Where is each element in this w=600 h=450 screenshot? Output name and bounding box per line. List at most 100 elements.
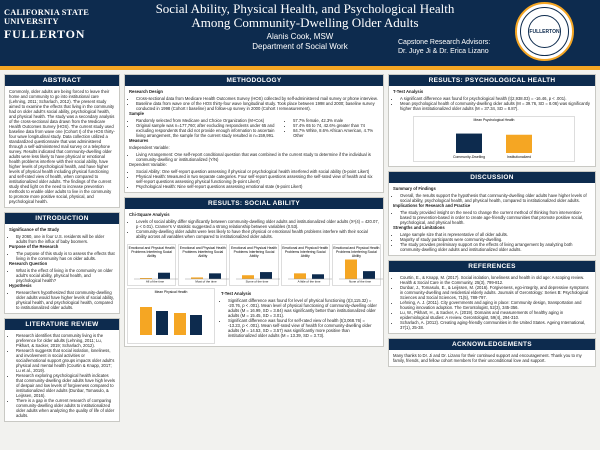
introduction-heading: INTRODUCTION <box>5 213 119 224</box>
strength-1: Large sample size that is representative… <box>400 232 591 237</box>
social-chart-1: Emotional and Physical Health Problems I… <box>127 244 178 286</box>
introduction-box: INTRODUCTION Significance of the Study B… <box>4 212 120 314</box>
references-box: REFERENCES Courtin, E., & Knapp, M. (201… <box>388 260 596 334</box>
psych-health-box: RESULTS: PSYCHOLOGICAL HEALTH T-Test Ana… <box>388 74 596 167</box>
research-question-title: Research Question <box>9 261 48 266</box>
chi-item-2: Community-dwelling older adults were les… <box>136 229 379 239</box>
social-bar-1-institutional <box>158 272 170 279</box>
abstract-text: Commonly, older adults are being forced … <box>9 89 115 204</box>
literature-review-box: LITERATURE REVIEW Research identifies th… <box>4 318 120 422</box>
social-chart-title-1: Emotional and Physical Health Problems I… <box>128 246 175 258</box>
lit-item-4: There is a gap in the current research o… <box>16 398 115 418</box>
advisors-names: Dr. Juye Ji & Dr. Erica Lizano <box>398 48 489 55</box>
psych-health-heading: RESULTS: PSYCHOLOGICAL HEALTH <box>389 75 595 86</box>
psych-health-text: T-Test Analysis A significant difference… <box>389 86 595 114</box>
reference-3: Lehning, A. J. (2011). City governments … <box>400 300 591 310</box>
social-series-label-4: A little of the time <box>297 280 320 284</box>
social-series-label-3: Some of the time <box>246 280 269 284</box>
ttest-item-2: Significant difference was found for sel… <box>228 318 377 338</box>
social-chart-title-4: Emotional and Physical Health Problems I… <box>282 246 329 258</box>
lit-item-2: Research suggests that social isolation,… <box>16 348 115 373</box>
psych-bar-community-dwelling <box>456 133 482 153</box>
methodology-box: METHODOLOGY Research Design Cross-sectio… <box>124 74 384 193</box>
physical-health-svg <box>140 307 202 335</box>
design-item-2: Baseline data from wave one of the HOS t… <box>136 101 379 111</box>
social-series-label-2: Most of the time <box>196 280 218 284</box>
psych-ttest-title: T-Test Analysis <box>393 89 424 94</box>
social-bar-1-community <box>140 278 152 279</box>
social-bar-3-institutional <box>260 272 273 279</box>
header: CALIFORNIA STATE UNIVERSITY FULLERTON So… <box>0 0 600 66</box>
iv-text: Living Arrangement: One self-report cond… <box>136 152 379 162</box>
psych-label-community-dwelling: Community-Dwelling <box>453 155 485 159</box>
psych-label-institutionalized: Institutionalized <box>507 155 531 159</box>
acknowledgements-text: Many thanks to Dr. Ji and Dr. Lizano for… <box>393 353 582 363</box>
advisors: Capstone Research Advisors: Dr. Juye Ji … <box>398 38 508 56</box>
ttest-item-1: Significant difference was found for lev… <box>228 298 377 318</box>
methodology-text: Research Design Cross-sectional data fro… <box>125 86 383 192</box>
acknowledgements-box: ACKNOWLEDGEMENTS Many thanks to Dr. Ji a… <box>388 338 596 367</box>
social-bar-3-community <box>242 275 255 279</box>
physical-health-chart: Mean Physical Health <box>127 288 215 344</box>
logo-line-1: CALIFORNIA STATE UNIVERSITY <box>4 8 90 26</box>
social-bar-2-community <box>191 277 204 279</box>
stat-age: 57.4% 65 to 74, 42.6% greater than 74 <box>293 123 379 128</box>
psych-item-1: A significant difference was found for p… <box>400 96 591 101</box>
social-chart-4: Emotional and Physical Health Problems I… <box>280 244 332 286</box>
left-column: ABSTRACT Commonly, older adults are bein… <box>4 74 120 426</box>
hypothesis-title: Hypothesis <box>9 283 32 288</box>
psych-item-2: Mean psychological health of community-d… <box>400 101 591 111</box>
title-line-1: Social Ability, Physical Health, and Psy… <box>155 1 455 16</box>
significance-text: By 2060, one in four U.S. residents will… <box>16 234 115 244</box>
references-heading: REFERENCES <box>389 261 595 272</box>
social-ability-box: RESULTS: SOCIAL ABILITY Chi-Square Analy… <box>124 197 384 347</box>
social-chart-title-2: Emotional and Physical Health Problems I… <box>179 246 226 258</box>
social-chart-title-3: Emotional and Physical Health Problems I… <box>231 246 277 258</box>
purpose-title: Purpose of the Research <box>9 244 59 249</box>
social-bar-5-institutional <box>362 271 375 279</box>
abstract-heading: ABSTRACT <box>5 75 119 86</box>
middle-column: METHODOLOGY Research Design Cross-sectio… <box>124 74 384 351</box>
chi-item-1: Levels of social ability differ signific… <box>136 219 379 229</box>
social-chart-svg-1: All of the time <box>134 272 178 283</box>
sample-item-1: Randomly selected from Medicare and Choi… <box>136 118 282 123</box>
implications-title: Implications for Research and Practice <box>393 203 471 208</box>
design-item-1: Cross-sectional data from Medicare Healt… <box>136 96 379 101</box>
seal-icon <box>520 7 569 56</box>
design-title: Research Design <box>129 89 163 94</box>
social-chart-svg-3: Some of the time <box>236 272 281 284</box>
stat-gender: 57.7% female, 42.3% male <box>293 118 379 123</box>
social-chart-3: Emotional and Physical Health Problems I… <box>229 244 281 286</box>
dv-item-3: Psychological Health: Nine self-report q… <box>136 184 379 189</box>
title-line-2: Among Community-Dwelling Older Adults <box>191 15 419 30</box>
acknowledgements-heading: ACKNOWLEDGEMENTS <box>389 339 595 350</box>
significance-title: Significance of the Study <box>9 227 60 232</box>
reference-4: Lu, W., Pikhart, H., & Sacker, A. (2019)… <box>400 310 591 320</box>
sample-item-2: Original sample was n=177,760; after exc… <box>136 123 282 138</box>
social-chart-5: Emotional and Physical Health Problems I… <box>331 244 383 286</box>
lit-item-3: Research exploring psychological health … <box>16 373 115 398</box>
psych-health-chart: Mean Psychological Health Community-Dwel… <box>413 116 575 162</box>
hypothesis-text: Researchers hypothesized that community-… <box>16 290 115 310</box>
measures-title: Measures <box>129 138 149 143</box>
social-chart-svg-4: A little of the time <box>287 273 332 284</box>
department: Department of Social Work <box>252 42 348 51</box>
social-ability-charts: Emotional and Physical Health Problems I… <box>125 242 383 288</box>
psych-chart-title: Mean Psychological Health <box>473 118 515 122</box>
psych-bar-institutionalized <box>506 134 532 153</box>
summary-title: Summary of Findings <box>393 186 436 191</box>
authors: Alanis Cook, MSW Department of Social Wo… <box>200 32 400 52</box>
social-chart-svg-5: None of the time <box>338 259 383 283</box>
social-ability-text: Chi-Square Analysis Levels of social abi… <box>125 209 383 242</box>
discussion-text: Summary of Findings Overall, the results… <box>389 183 595 255</box>
reference-1: Courtin, E., & Knapp, M. (2017). Social … <box>400 275 591 285</box>
dv-item-2: Physical Health: Measured in two separat… <box>136 174 379 184</box>
literature-review-heading: LITERATURE REVIEW <box>5 319 119 330</box>
abstract-box: ABSTRACT Commonly, older adults are bein… <box>4 74 120 208</box>
author-name: Alanis Cook, MSW <box>266 32 334 41</box>
social-chart-svg-2: Most of the time <box>185 273 230 284</box>
university-logo: CALIFORNIA STATE UNIVERSITY FULLERTON <box>4 8 109 41</box>
dv-item-1: Social Ability: One self-report question… <box>136 169 379 174</box>
purpose-text: The purpose of this study is to assess t… <box>16 251 115 261</box>
